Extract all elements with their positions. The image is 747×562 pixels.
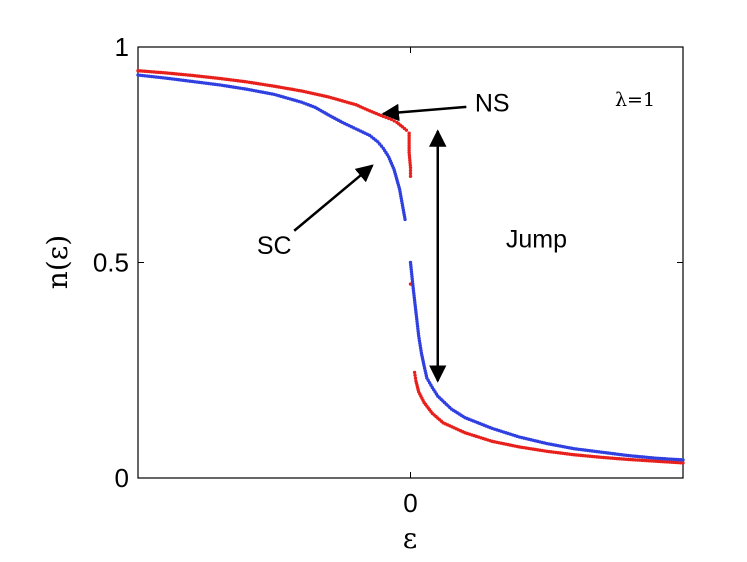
y-tick-label: 1 <box>115 32 129 62</box>
superconducting-point <box>403 217 407 222</box>
normal_state-point <box>408 160 412 165</box>
parameter-label: λ=1 <box>615 89 655 111</box>
normal_state-point <box>407 155 412 160</box>
normal_state-point <box>408 174 413 178</box>
annotation-layer: NS SC Jump <box>257 89 567 383</box>
annotation-sc-label: SC <box>257 232 292 260</box>
series-layer <box>136 69 685 465</box>
normal_state-point <box>407 138 411 143</box>
superconducting-series <box>136 73 685 462</box>
normal_state-point <box>407 141 411 145</box>
normal_state-point <box>413 373 417 377</box>
annotation-jump-label: Jump <box>506 226 567 254</box>
annotation-sc-arrow <box>293 164 374 232</box>
annotation-ns-label: NS <box>475 89 510 117</box>
normal_state-point <box>407 136 411 140</box>
y-tick-label: 0 <box>115 463 129 493</box>
normal_state-point <box>407 146 411 150</box>
normal_state-point <box>408 165 413 170</box>
normal_state-point <box>408 163 412 167</box>
normal_state-point <box>407 153 412 157</box>
normal_state-point <box>407 148 411 152</box>
y-tick-label: 0.5 <box>93 248 129 278</box>
normal_state-series <box>136 69 685 465</box>
tick-layer: 0 0.5 1 0 <box>93 32 683 518</box>
normal_state-point <box>412 370 417 375</box>
x-tick-label: 0 <box>403 488 417 518</box>
x-axis-label: ε <box>403 522 418 555</box>
normal_state-point <box>408 171 413 176</box>
normal_state-point <box>407 131 411 135</box>
normal_state-point <box>407 143 411 148</box>
normal_state-point <box>681 461 685 465</box>
normal_state-point <box>413 376 418 380</box>
y-axis-label: n(ε) <box>41 235 74 289</box>
normal_state-point <box>407 150 411 155</box>
normal_state-point <box>404 128 409 132</box>
normal_state-point <box>408 158 412 162</box>
annotation-ns-arrow <box>381 103 467 122</box>
normal_state-point <box>408 168 413 173</box>
superconducting-point <box>681 458 685 462</box>
normal_state-point <box>407 133 411 138</box>
